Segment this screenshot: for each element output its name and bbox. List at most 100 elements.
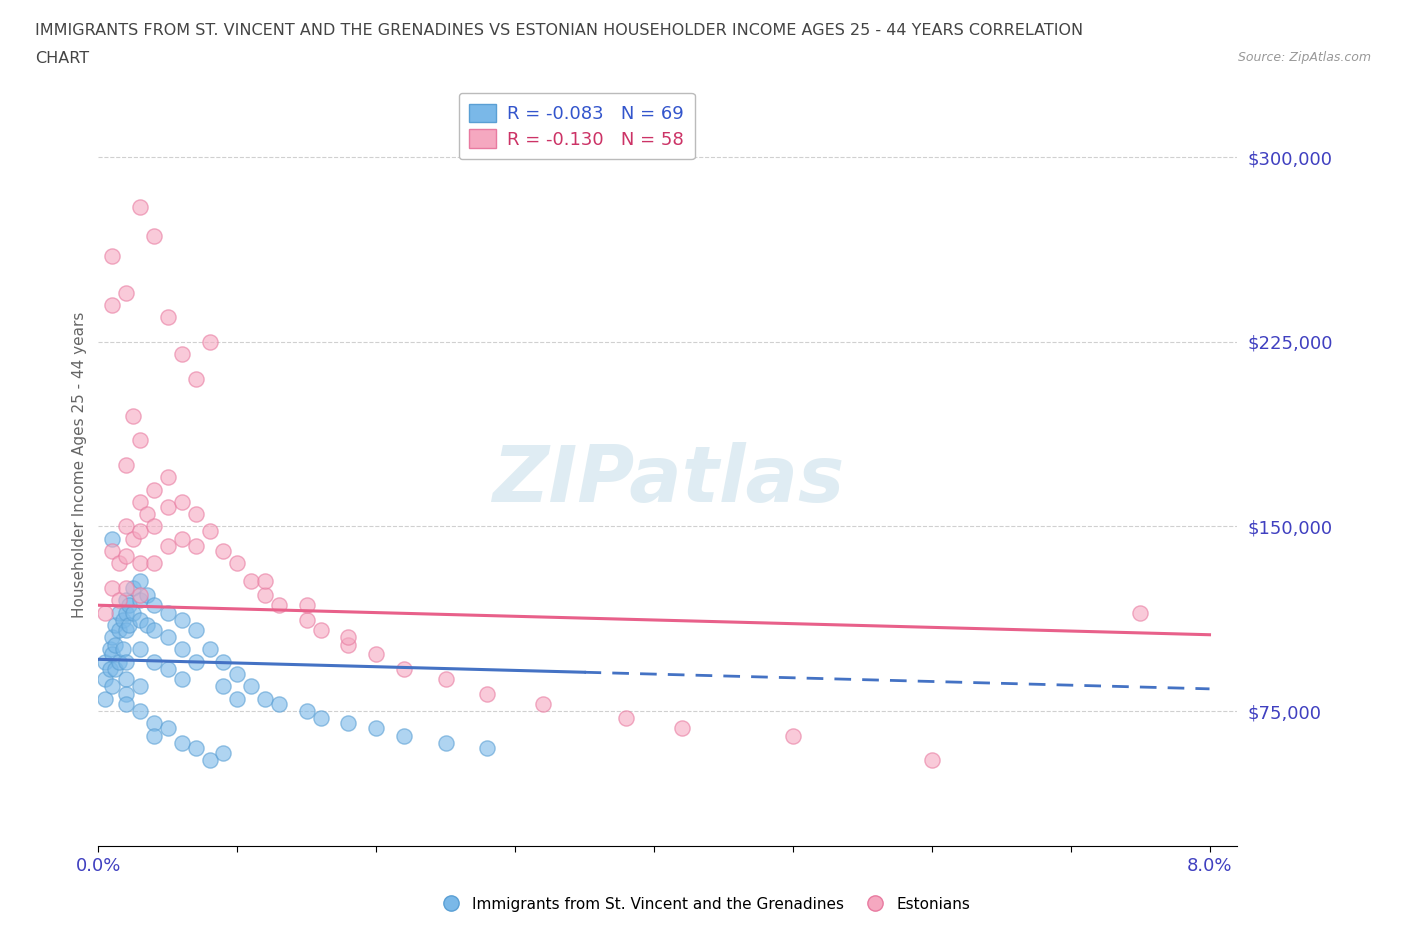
Point (136, 507, 159, 522)
Point (1129, 605, 1152, 620)
Point (101, 298, 124, 312)
Point (212, 679, 235, 694)
Point (170, 613, 193, 628)
Point (156, 310, 179, 325)
Point (366, 647, 388, 662)
Point (129, 679, 152, 694)
Point (122, 531, 145, 546)
Point (782, 728, 804, 743)
Point (337, 637, 360, 652)
Point (156, 538, 179, 553)
Point (156, 470, 179, 485)
Point (156, 630, 179, 644)
Point (184, 740, 207, 755)
Point (94, 605, 117, 620)
Point (101, 580, 124, 595)
Point (170, 495, 193, 510)
Point (170, 531, 193, 546)
Point (108, 622, 131, 637)
Point (198, 524, 221, 538)
Point (198, 642, 221, 657)
Point (212, 544, 235, 559)
Point (184, 622, 207, 637)
Legend: Immigrants from St. Vincent and the Grenadines, Estonians: Immigrants from St. Vincent and the Gren… (430, 891, 976, 918)
Point (104, 637, 127, 652)
Point (295, 613, 318, 628)
Point (434, 736, 457, 751)
Point (129, 433, 152, 448)
Point (614, 711, 637, 725)
Point (226, 691, 249, 706)
Point (115, 697, 138, 711)
Point (156, 499, 179, 514)
Point (136, 588, 159, 603)
Point (129, 556, 152, 571)
Point (143, 598, 166, 613)
Point (477, 686, 499, 701)
Point (240, 573, 263, 588)
Point (122, 605, 145, 620)
Point (143, 229, 166, 244)
Point (143, 622, 166, 637)
Point (112, 613, 135, 628)
Point (94, 671, 117, 686)
Point (115, 655, 138, 670)
Point (115, 622, 138, 637)
Point (198, 752, 221, 767)
Point (94, 691, 117, 706)
Point (118, 598, 141, 613)
Point (254, 588, 277, 603)
Point (104, 618, 127, 632)
Point (136, 618, 159, 632)
Point (170, 347, 193, 362)
Point (101, 248, 124, 263)
Point (198, 335, 221, 350)
Point (921, 752, 943, 767)
Point (143, 556, 166, 571)
Point (184, 538, 207, 553)
Point (337, 630, 360, 644)
Point (240, 679, 263, 694)
Point (115, 671, 138, 686)
Point (129, 592, 152, 607)
Point (170, 736, 193, 751)
Point (115, 580, 138, 595)
Point (143, 728, 166, 743)
Point (212, 745, 235, 760)
Point (143, 519, 166, 534)
Point (115, 686, 138, 701)
Point (309, 711, 332, 725)
Point (129, 495, 152, 510)
Point (118, 618, 141, 632)
Point (671, 721, 693, 736)
Point (108, 592, 131, 607)
Point (129, 524, 152, 538)
Point (115, 549, 138, 564)
Point (531, 697, 554, 711)
Point (108, 605, 131, 620)
Point (129, 704, 152, 719)
Point (115, 605, 138, 620)
Point (98, 662, 121, 677)
Text: IMMIGRANTS FROM ST. VINCENT AND THE GRENADINES VS ESTONIAN HOUSEHOLDER INCOME AG: IMMIGRANTS FROM ST. VINCENT AND THE GREN… (35, 23, 1083, 38)
Point (477, 740, 499, 755)
Text: CHART: CHART (35, 51, 89, 66)
Point (143, 655, 166, 670)
Point (115, 286, 138, 300)
Point (156, 662, 179, 677)
Point (108, 655, 131, 670)
Point (115, 519, 138, 534)
Point (392, 662, 415, 677)
Point (309, 622, 332, 637)
Point (254, 691, 277, 706)
Point (184, 507, 207, 522)
Point (101, 679, 124, 694)
Point (129, 642, 152, 657)
Point (101, 544, 124, 559)
Point (129, 199, 152, 214)
Point (104, 662, 127, 677)
Point (366, 721, 388, 736)
Point (143, 716, 166, 731)
Point (156, 721, 179, 736)
Point (434, 671, 457, 686)
